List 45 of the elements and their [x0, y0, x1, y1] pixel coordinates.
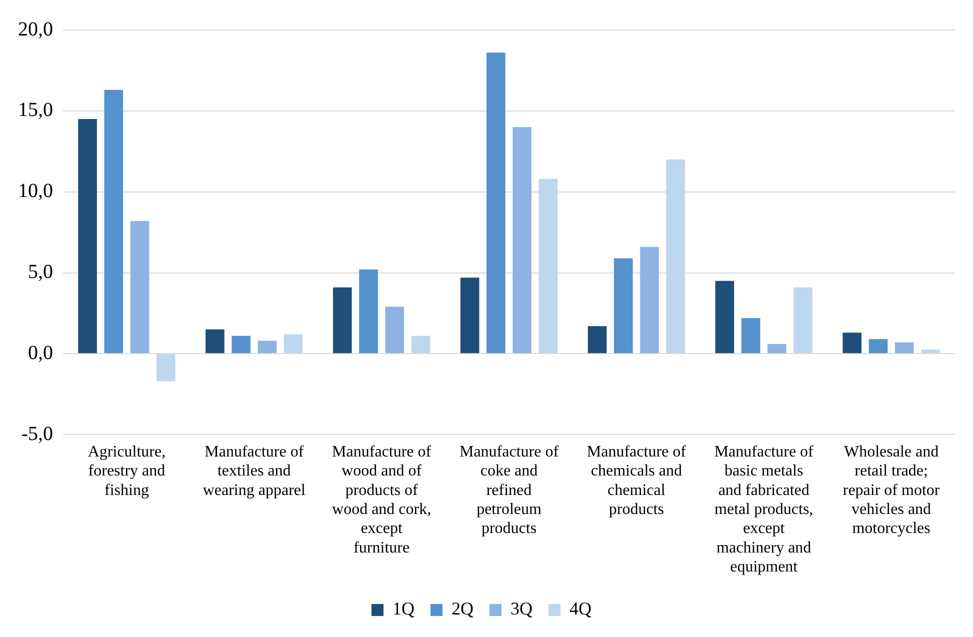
x-tick-label: Manufacture of basic metals and fabricated metal products, except machinery and equipment: [714, 443, 814, 576]
bar: [842, 332, 862, 354]
bar: [768, 344, 786, 354]
x-tick-label: Wholesale and retail trade; repair of motor vehicles and motorcycles: [842, 443, 940, 538]
bar: [512, 127, 532, 354]
legend-label: 4Q: [570, 598, 592, 619]
bar: [156, 354, 176, 382]
y-tick-label: -5,0: [21, 422, 53, 445]
bar: [794, 287, 812, 354]
legend-label: 1Q: [392, 598, 414, 619]
x-tick-label: Agriculture, forestry and fishing: [88, 443, 166, 499]
x-tick-label: Manufacture of coke and refined petroleum products: [459, 443, 560, 538]
y-tick-label: 10,0: [18, 180, 53, 202]
bar: [284, 334, 303, 354]
legend-label: 2Q: [452, 598, 474, 619]
bar: [258, 340, 277, 354]
y-tick-label: 15,0: [18, 99, 53, 122]
bar: [741, 318, 760, 354]
x-tick-label: Manufacture of chemicals and chemical products: [586, 443, 687, 518]
y-tick-label: 5,0: [28, 261, 53, 284]
bar: [411, 336, 430, 354]
bar: [206, 329, 224, 354]
y-tick-label: 0,0: [28, 342, 53, 364]
bar: [232, 336, 250, 354]
y-tick-label: 20,0: [18, 18, 53, 40]
bar: [666, 159, 686, 354]
bar: [868, 339, 888, 354]
bar: [614, 258, 633, 354]
bar: [359, 270, 378, 354]
bar: [130, 220, 150, 354]
bar: [894, 342, 914, 354]
bar: [588, 326, 607, 354]
legend-label: 3Q: [510, 598, 532, 619]
bar: [385, 306, 404, 354]
bar: [78, 119, 97, 354]
bar: [715, 280, 734, 354]
bar: [538, 178, 558, 354]
x-tick-label: Manufacture of wood and of products of wood and cork, except furniture: [332, 443, 432, 556]
bar: [460, 278, 480, 354]
bar: [486, 52, 506, 354]
bar: [640, 246, 659, 354]
bar: [104, 90, 124, 354]
bar: [332, 287, 352, 354]
x-tick-label: Manufacture of textiles and wearing apparel: [202, 443, 306, 499]
bar: [921, 350, 940, 354]
